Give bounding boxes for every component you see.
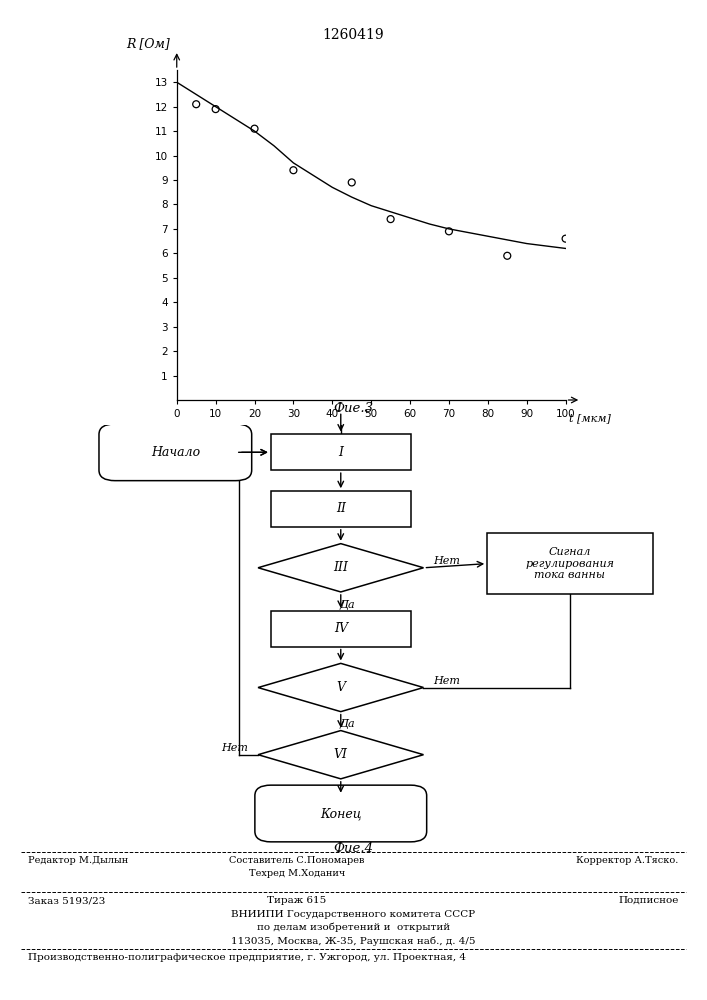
Point	[443, 223, 455, 239]
Point	[502, 248, 513, 264]
Text: V: V	[337, 681, 345, 694]
Text: Заказ 5193/23: Заказ 5193/23	[28, 896, 105, 905]
Text: Составитель С.Пономарев
Техред М.Ходанич: Составитель С.Пономарев Техред М.Ходанич	[229, 856, 365, 878]
FancyBboxPatch shape	[99, 424, 252, 481]
Text: 1260419: 1260419	[322, 28, 385, 42]
Text: 113035, Москва, Ж-35, Раушская наб., д. 4/5: 113035, Москва, Ж-35, Раушская наб., д. …	[231, 936, 476, 946]
Bar	[271, 434, 411, 470]
Text: Нет: Нет	[221, 743, 249, 753]
Polygon shape	[258, 663, 423, 712]
Polygon shape	[258, 544, 423, 592]
Text: IV: IV	[334, 622, 348, 635]
Point	[288, 162, 299, 178]
Text: Сигнал
регулирования
тока ванны: Сигнал регулирования тока ванны	[525, 547, 614, 580]
Point	[346, 174, 358, 190]
Text: VI: VI	[334, 748, 348, 761]
Text: Нет: Нет	[433, 676, 460, 686]
Point	[385, 211, 397, 227]
Text: Фие.3: Фие.3	[334, 402, 373, 415]
Bar	[271, 611, 411, 647]
Polygon shape	[258, 731, 423, 779]
Text: Производственно-полиграфическое предприятие, г. Ужгород, ул. Проектная, 4: Производственно-полиграфическое предприя…	[28, 953, 467, 962]
Text: R [Ом]: R [Ом]	[127, 37, 170, 50]
Bar	[271, 491, 411, 527]
Text: Конец: Конец	[320, 807, 361, 820]
Point	[249, 121, 260, 137]
FancyBboxPatch shape	[255, 785, 427, 842]
Text: I: I	[338, 446, 344, 459]
Text: Да: Да	[339, 719, 355, 729]
Text: Корректор А.Тяско.: Корректор А.Тяско.	[576, 856, 679, 865]
Text: Редактор М.Дылын: Редактор М.Дылын	[28, 856, 129, 865]
Point	[210, 101, 221, 117]
Text: Да: Да	[339, 600, 355, 610]
Text: Начало: Начало	[151, 446, 200, 459]
Text: Тираж 615: Тираж 615	[267, 896, 327, 905]
Text: t [мкм]: t [мкм]	[570, 413, 612, 423]
Text: Нет: Нет	[433, 556, 460, 566]
Text: III: III	[333, 561, 349, 574]
Point	[191, 96, 202, 112]
Text: Фие.4: Фие.4	[334, 842, 373, 855]
Text: по делам изобретений и  открытий: по делам изобретений и открытий	[257, 923, 450, 932]
Text: ВНИИПИ Государственного комитета СССР: ВНИИПИ Государственного комитета СССР	[231, 910, 476, 919]
Text: II: II	[336, 502, 346, 516]
Text: Подписное: Подписное	[619, 896, 679, 905]
Bar	[487, 533, 653, 594]
Point	[560, 231, 571, 247]
Text: Да: Да	[339, 786, 355, 796]
